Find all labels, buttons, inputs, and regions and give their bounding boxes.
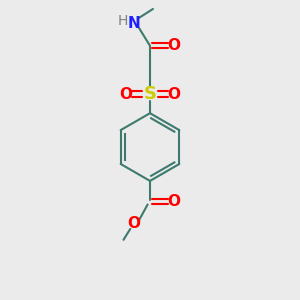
Text: O: O [127, 216, 140, 231]
Text: O: O [119, 87, 132, 102]
Text: O: O [168, 38, 181, 53]
Text: S: S [143, 85, 157, 103]
Text: N: N [128, 16, 140, 31]
Text: H: H [117, 14, 128, 28]
Text: O: O [168, 194, 181, 209]
Text: O: O [168, 87, 181, 102]
